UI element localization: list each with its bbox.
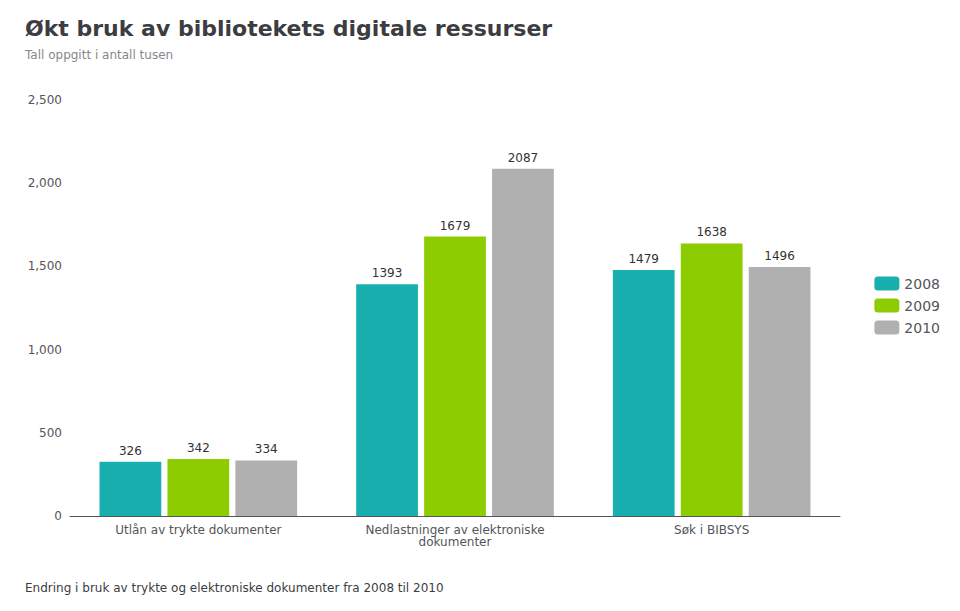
svg-text:2087: 2087 xyxy=(508,151,539,165)
svg-text:Utlån av trykte dokumenter: Utlån av trykte dokumenter xyxy=(115,523,281,537)
svg-text:1479: 1479 xyxy=(628,252,659,266)
svg-text:2010: 2010 xyxy=(904,320,940,336)
svg-text:0: 0 xyxy=(54,509,62,523)
svg-text:1393: 1393 xyxy=(372,266,403,280)
svg-text:1496: 1496 xyxy=(764,249,795,263)
svg-text:dokumenter: dokumenter xyxy=(419,535,492,549)
svg-text:342: 342 xyxy=(187,441,210,455)
svg-text:500: 500 xyxy=(39,426,62,440)
svg-text:Endring i bruk av trykte og el: Endring i bruk av trykte og elektroniske… xyxy=(25,581,444,595)
svg-text:1,000: 1,000 xyxy=(28,343,62,357)
svg-text:1638: 1638 xyxy=(696,225,727,239)
svg-text:Søk i BIBSYS: Søk i BIBSYS xyxy=(674,523,749,537)
svg-text:Tall oppgitt i antall tusen: Tall oppgitt i antall tusen xyxy=(24,48,173,62)
svg-text:Nedlastninger av elektroniske: Nedlastninger av elektroniske xyxy=(365,523,545,537)
svg-text:Økt bruk av bibliotekets digit: Økt bruk av bibliotekets digitale ressur… xyxy=(25,16,552,41)
svg-text:2009: 2009 xyxy=(904,298,940,314)
svg-text:334: 334 xyxy=(255,442,278,456)
svg-text:1679: 1679 xyxy=(440,219,471,233)
svg-text:1,500: 1,500 xyxy=(28,259,62,273)
svg-text:2008: 2008 xyxy=(904,276,940,292)
svg-text:326: 326 xyxy=(119,444,142,458)
svg-text:2,500: 2,500 xyxy=(28,93,62,107)
svg-text:2,000: 2,000 xyxy=(28,176,62,190)
